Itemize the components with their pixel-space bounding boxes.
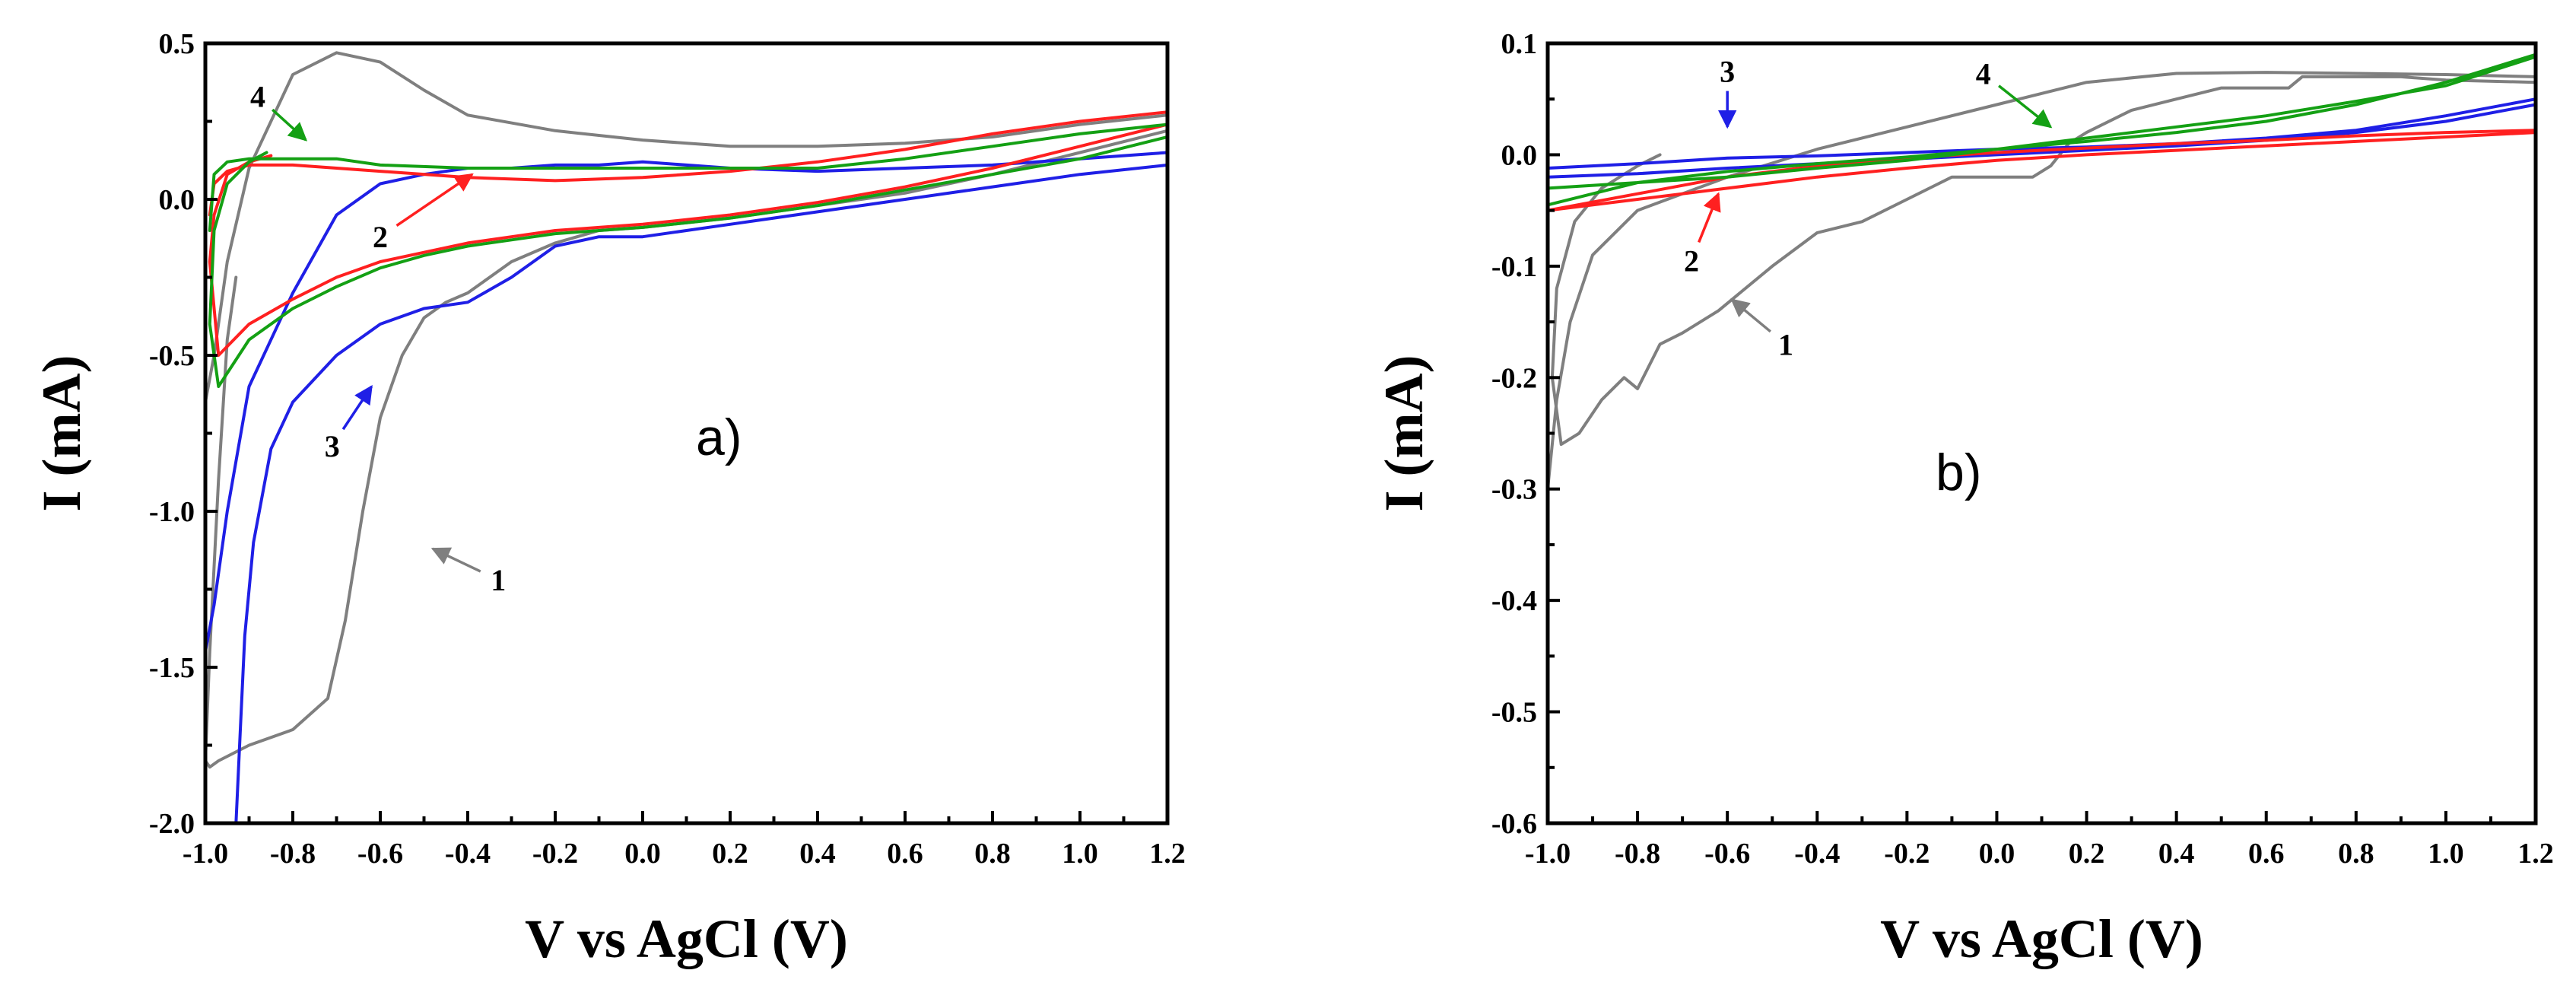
y-axis-title-b: I (mA) [1374, 355, 1434, 512]
chart-panel-b: 1 3 2 4 -1.0 -0.8 -0.6 -0.4 -0.2 0.0 0.2 0.4 0.6 0.8… [1374, 28, 2554, 969]
y-tick-label-a: -1.0 [149, 496, 195, 528]
x-tick-label-a: 1.0 [1062, 838, 1098, 870]
series-4-label-b: 4 [1976, 57, 1991, 91]
series-1-arrow-a [430, 547, 481, 573]
series-3-arrow-a [341, 384, 373, 431]
y-tick-label-b: -0.6 [1491, 808, 1537, 840]
series-1-arrow-b [1730, 298, 1772, 333]
panel-label-b: b) [1936, 444, 1981, 501]
y-tick-label-b: 0.0 [1501, 139, 1538, 171]
series-3-label-a: 3 [325, 429, 340, 463]
curves-b: 1 3 2 4 [1546, 52, 2537, 491]
x-tick-label-a: -0.2 [532, 838, 578, 870]
x-tick-label-a: 0.0 [624, 838, 661, 870]
x-tick-label-a: 0.2 [712, 838, 748, 870]
y-tick-label-b: 0.1 [1501, 28, 1538, 60]
y-tick-label-a: 0.0 [159, 184, 195, 216]
x-tick-label-b: 0.4 [2158, 838, 2195, 870]
series-4-arrow-b [1998, 84, 2053, 129]
series-2-arrow-b [1698, 192, 1721, 243]
series-1-label-a: 1 [491, 563, 506, 597]
ticks-b: -1.0 -0.8 -0.6 -0.4 -0.2 0.0 0.2 0.4 0.6 0.8 1.0 1.… [1491, 28, 2554, 870]
x-tick-label-a: -0.8 [270, 838, 316, 870]
chart-panel-a: 1 3 2 4 -1.0 -0.8 -0.6 -0.4 -0.2 0.0 0.2 0.4 0.6 0.8… [31, 28, 1186, 969]
x-axis-title-b: V vs AgCl (V) [1880, 908, 2203, 969]
x-axis-title-a: V vs AgCl (V) [525, 908, 848, 969]
series-2-curve-a [208, 110, 1169, 357]
y-tick-label-b: -0.4 [1491, 585, 1537, 617]
x-tick-label-b: 0.2 [2069, 838, 2105, 870]
x-tick-label-b: 0.6 [2248, 838, 2285, 870]
series-2-arrow-a [395, 173, 474, 227]
x-tick-label-a: -0.6 [357, 838, 403, 870]
x-tick-label-b: -0.2 [1884, 838, 1930, 870]
y-tick-label-a: -1.5 [149, 652, 195, 684]
series-3-label-b: 3 [1720, 55, 1735, 89]
series-2-label-a: 2 [373, 220, 388, 254]
y-tick-label-b: -0.3 [1491, 474, 1537, 506]
x-tick-label-a: -0.4 [445, 838, 491, 870]
plot-frame-a [203, 41, 1170, 825]
x-tick-label-a: 1.2 [1149, 838, 1186, 870]
y-axis-title-a: I (mA) [31, 355, 92, 512]
ticks-a: -1.0 -0.8 -0.6 -0.4 -0.2 0.0 0.2 0.4 0.6 0.8 1.0 1.… [149, 28, 1186, 870]
x-tick-label-a: 0.4 [799, 838, 836, 870]
y-tick-label-a: -2.0 [149, 808, 195, 840]
series-1-curve-b [1546, 71, 2537, 491]
y-tick-label-b: -0.1 [1491, 251, 1537, 283]
x-tick-label-b: 1.0 [2428, 838, 2464, 870]
x-tick-label-b: 1.2 [2517, 838, 2554, 870]
plot-frame-b [1545, 41, 2538, 825]
x-tick-label-a: 0.8 [974, 838, 1011, 870]
series-3-curve-a [204, 151, 1169, 825]
panel-label-a: a) [696, 409, 742, 466]
x-tick-label-b: 0.8 [2338, 838, 2374, 870]
y-tick-label-a: 0.5 [159, 28, 195, 60]
y-tick-label-a: -0.5 [149, 340, 195, 372]
x-tick-label-b: -0.4 [1794, 838, 1840, 870]
x-tick-label-b: -1.0 [1525, 838, 1571, 870]
x-tick-label-a: 0.6 [887, 838, 923, 870]
series-2-label-b: 2 [1684, 244, 1699, 278]
series-3-curve-b [1546, 97, 2537, 179]
series-1-label-b: 1 [1778, 327, 1793, 361]
y-tick-label-b: -0.5 [1491, 697, 1537, 729]
series-4-curve-a [208, 122, 1169, 388]
x-tick-label-b: -0.6 [1704, 838, 1750, 870]
x-tick-label-b: -0.8 [1615, 838, 1660, 870]
curves-a: 1 3 2 4 [204, 51, 1169, 825]
x-tick-label-b: 0.0 [1979, 838, 2015, 870]
series-4-label-a: 4 [250, 80, 265, 114]
x-tick-label-a: -1.0 [183, 838, 228, 870]
y-tick-label-b: -0.2 [1491, 362, 1537, 394]
series-4-arrow-a [272, 108, 308, 142]
